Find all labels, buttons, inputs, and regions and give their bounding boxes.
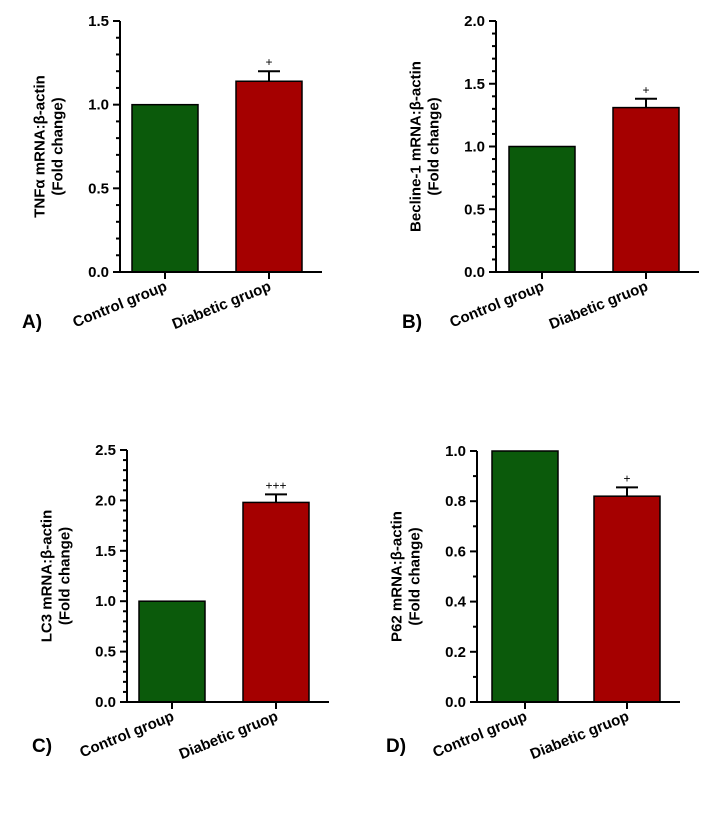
y-axis-title-line: TNFα mRNA:β-actin (31, 75, 48, 218)
x-tick-label: Diabetic gruop (170, 278, 274, 333)
y-tick-label: 0.5 (464, 201, 485, 218)
chart-panel: +0.0 0.5 1.0 1.5 Control group Diabetic gruop… (22, 13, 322, 333)
y-tick-label: 1.0 (95, 593, 116, 610)
panel-label: C) (32, 736, 52, 757)
y-tick-label: 1.0 (445, 443, 466, 460)
bar (242, 501, 310, 703)
y-tick-label: 0.0 (445, 694, 466, 711)
x-tick-label: Control group (447, 278, 546, 331)
x-tick-label: Diabetic gruop (547, 278, 651, 333)
y-tick-label: 0.5 (88, 180, 109, 197)
y-axis-title-line: P62 mRNA:β-actin (388, 511, 405, 642)
significance-label: + (265, 55, 272, 69)
y-tick-label: 0.4 (445, 594, 467, 611)
bar (593, 495, 661, 703)
y-axis-title-line: (Fold change) (49, 97, 66, 195)
panel-label: D) (386, 736, 406, 757)
panel-label: A) (22, 312, 42, 333)
bar (508, 145, 576, 273)
y-axis-title: Becline-1 mRNA:β-actin(Fold change) (407, 61, 442, 232)
y-tick-label: 1.5 (464, 76, 485, 93)
y-tick-label: 1.0 (464, 139, 485, 156)
y-tick-label: 0.0 (95, 694, 116, 711)
x-tick-label: Diabetic gruop (528, 708, 632, 763)
y-tick-label: 2.5 (95, 442, 116, 459)
y-tick-label: 0.0 (88, 264, 109, 281)
x-tick-label: Control group (77, 708, 176, 761)
y-tick-label: 2.0 (464, 13, 485, 30)
y-tick-label: 0.0 (464, 264, 485, 281)
significance-label: + (623, 471, 630, 485)
y-axis-title: P62 mRNA:β-actin(Fold change) (388, 511, 423, 642)
x-tick-label: Diabetic gruop (177, 708, 281, 763)
y-tick-label: 1.5 (95, 543, 116, 560)
chart-panel: +++ 0.0 0.5 1.0 1.5 2.0 2.5 Control group Diabet… (32, 442, 329, 763)
y-axis-title-line: (Fold change) (56, 527, 73, 625)
y-axis-title-line: (Fold change) (406, 527, 423, 625)
y-tick-label: 0.2 (445, 644, 466, 661)
bar (491, 450, 559, 703)
y-tick-label: 0.6 (445, 543, 466, 560)
bar (131, 103, 199, 273)
y-axis-title: LC3 mRNA:β-actin(Fold change) (38, 510, 73, 643)
y-tick-label: 2.0 (95, 492, 116, 509)
y-axis-title-line: LC3 mRNA:β-actin (38, 510, 55, 643)
chart-panel: +0.0 0.2 0.4 0.6 0.8 1.0 Control groupDiabetic… (386, 443, 680, 763)
y-tick-label: 0.8 (445, 493, 466, 510)
bar (612, 106, 680, 273)
chart-panel: +0.0 0.5 1.0 1.5 2.0 Control group Diabetic gr… (402, 13, 699, 333)
bar (235, 80, 303, 273)
y-axis-title-line: Becline-1 mRNA:β-actin (407, 61, 424, 232)
panel-label: B) (402, 312, 422, 333)
y-tick-label: 0.5 (95, 644, 116, 661)
significance-label: +++ (265, 478, 286, 492)
significance-label: + (642, 83, 649, 97)
y-axis-title: TNFα mRNA:β-actin(Fold change) (31, 75, 66, 218)
y-tick-label: 1.5 (88, 13, 109, 30)
y-tick-label: 1.0 (88, 97, 109, 114)
y-axis-title-line: (Fold change) (425, 97, 442, 195)
x-tick-label: Control group (430, 708, 529, 761)
bar (138, 600, 206, 703)
x-tick-label: Control group (70, 278, 169, 331)
